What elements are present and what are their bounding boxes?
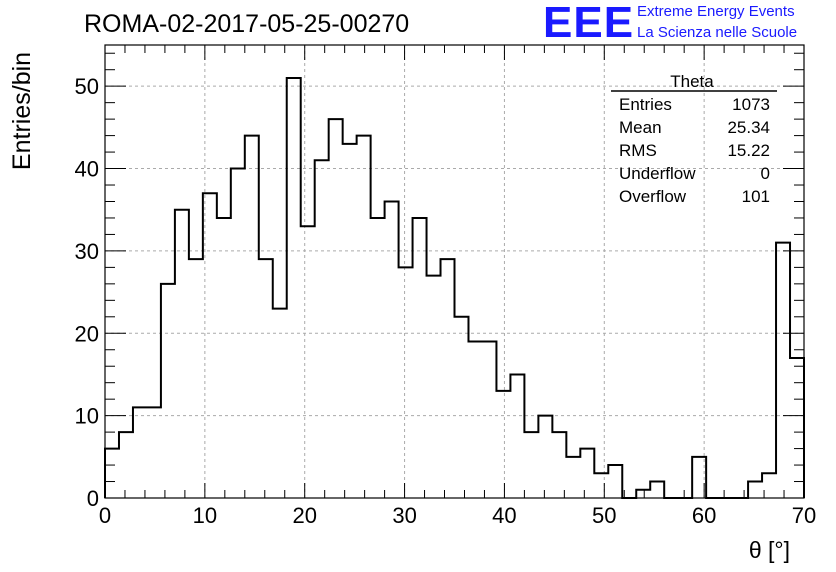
x-tick-label: 40 [492, 503, 516, 528]
stats-row-label: Underflow [619, 164, 696, 183]
y-tick-label: 10 [75, 404, 99, 429]
eee-logo-line2: La Scienza nelle Scuole [637, 24, 798, 41]
x-tick-label: 70 [792, 503, 816, 528]
stats-row-value: 101 [742, 187, 770, 206]
tick-labels: 0 10 20 30 40 50 60 70 0 10 20 30 40 50 [75, 74, 817, 528]
y-tick-label: 40 [75, 157, 99, 182]
stats-row-label: Entries [619, 95, 672, 114]
stats-box: Theta Entries 1073 Mean 25.34 RMS 15.22 Underf… [611, 72, 777, 206]
x-tick-label: 10 [193, 503, 217, 528]
x-tick-label: 0 [99, 503, 111, 528]
x-tick-label: 50 [592, 503, 616, 528]
x-tick-label: 20 [292, 503, 316, 528]
grid-lines [105, 45, 804, 498]
stats-row-value: 15.22 [727, 141, 770, 160]
plot-frame [104, 44, 805, 499]
y-axis-label: Entries/bin [8, 52, 36, 170]
stats-row-label: Overflow [619, 187, 687, 206]
stats-row-value: 1073 [732, 95, 770, 114]
stats-row-label: Mean [619, 118, 662, 137]
y-tick-label: 0 [87, 486, 99, 511]
eee-logo-line1: Extreme Energy Events [637, 3, 795, 20]
eee-logo: EEE [543, 0, 635, 47]
stats-row-value: 25.34 [727, 118, 770, 137]
x-axis-label: θ [°] [749, 537, 790, 563]
x-tick-label: 30 [392, 503, 416, 528]
y-tick-label: 20 [75, 321, 99, 346]
y-tick-label: 30 [75, 239, 99, 264]
stats-row-value: 0 [761, 164, 770, 183]
chart-title: ROMA-02-2017-05-25-00270 [84, 10, 410, 38]
stats-title: Theta [670, 72, 714, 91]
x-tick-label: 60 [692, 503, 716, 528]
y-tick-label: 50 [75, 74, 99, 99]
stats-row-label: RMS [619, 141, 657, 160]
histogram-step-line [104, 76, 805, 499]
